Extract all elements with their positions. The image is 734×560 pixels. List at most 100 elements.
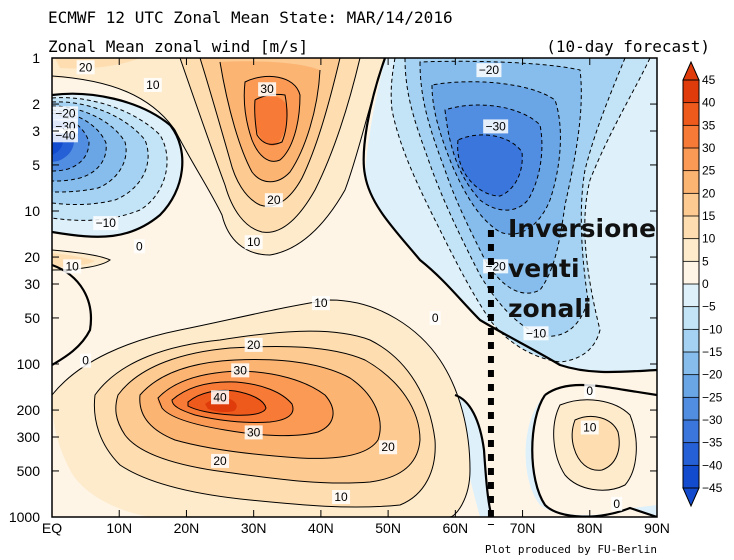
y-tick-label: 200 <box>17 402 41 418</box>
colorbar-label: 0 <box>702 277 709 291</box>
y-tick-label: 10 <box>24 203 40 219</box>
contour-label-bg <box>580 420 599 435</box>
colorbar-label: 30 <box>702 141 716 155</box>
colorbar-label: −40 <box>702 458 723 472</box>
x-tick-label: 30N <box>241 520 267 536</box>
colorbar-label: 15 <box>702 209 716 223</box>
contour-label-bg <box>80 353 92 368</box>
contour-label: 20 <box>381 440 395 454</box>
plot-credit: Plot produced by FU-Berlin <box>485 543 657 556</box>
contour-label: −10 <box>526 326 547 340</box>
contour-label: 0 <box>82 354 89 368</box>
colorbar-label: −25 <box>702 390 723 404</box>
contour-label: 20 <box>267 193 281 207</box>
colorbar-label: 5 <box>702 254 709 268</box>
contour-label-bg <box>63 259 82 274</box>
y-tick-label: 3 <box>32 123 40 139</box>
contour-label-bg <box>311 296 330 311</box>
y-tick-label: 100 <box>17 356 41 372</box>
contour-label-bg <box>52 106 78 121</box>
colorbar: 45 40 35 30 25 20 15 10 5 0 −5 −10 −15 −20 −25 −30 −35 −4… <box>682 60 723 508</box>
contour-label-bg <box>211 453 230 468</box>
contour-label: −40 <box>55 128 76 142</box>
contour-fill-35-upper <box>254 95 288 146</box>
y-tick-label: 20 <box>24 249 40 265</box>
y-tick-label: 500 <box>17 463 41 479</box>
colorbar-segment <box>683 397 699 421</box>
contour-label-bg <box>211 390 230 405</box>
contour-label-bg <box>244 235 263 250</box>
y-tick-label: 30 <box>24 276 40 292</box>
contour-label-bg <box>93 216 119 231</box>
colorbar-segment <box>683 216 699 240</box>
y-tick-label: 1 <box>32 50 40 66</box>
colorbar-segment <box>683 329 699 353</box>
contour-label: 10 <box>583 420 597 434</box>
colorbar-segment <box>683 420 699 444</box>
x-tick-label: 10N <box>106 520 132 536</box>
colorbar-segment <box>683 306 699 330</box>
colorbar-segment <box>683 238 699 262</box>
y-tick-label: 50 <box>24 310 40 326</box>
colorbar-label: −30 <box>702 413 723 427</box>
contour-label: −20 <box>55 106 76 120</box>
colorbar-segment <box>683 352 699 376</box>
x-tick-label: 80N <box>577 520 603 536</box>
contour-label: 30 <box>234 363 248 377</box>
x-tick-label: 60N <box>442 520 468 536</box>
contour-label-bg <box>258 82 277 97</box>
contour-label: 30 <box>260 82 274 96</box>
colorbar-label: −45 <box>702 481 723 495</box>
contour-labels: 20 10 −20 −30 −40 −10 0 10 30 20 10 10 20 30 40 30 20 20 1… <box>52 60 623 511</box>
annotation-text: Inversione venti zonali <box>508 214 656 323</box>
colorbar-label: 35 <box>702 118 716 132</box>
contour-fill-m35-polar <box>457 134 523 196</box>
forecast-label: (10-day forecast) <box>546 37 710 56</box>
colorbar-top-arrow <box>682 60 700 81</box>
colorbar-label: 20 <box>702 186 716 200</box>
contour-label-bg <box>244 425 263 440</box>
colorbar-segment <box>683 465 699 489</box>
plot-area <box>52 58 657 517</box>
contour-label: 10 <box>314 296 328 310</box>
contour-label-bg <box>231 363 250 378</box>
contour-label: 0 <box>432 311 439 325</box>
contour-label-bg <box>332 489 351 504</box>
contour-label-bg <box>584 383 596 398</box>
contour-label: 0 <box>586 384 593 398</box>
colorbar-segment <box>683 284 699 308</box>
colorbar-segment <box>683 102 699 126</box>
plot-frame <box>51 57 658 518</box>
annotation-line-1: Inversione <box>508 214 656 243</box>
contour-label: −10 <box>96 216 117 230</box>
colorbar-label: 40 <box>702 96 716 110</box>
colorbar-label: 45 <box>702 73 716 87</box>
chart-title: ECMWF 12 UTC Zonal Mean State: MAR/14/20… <box>48 8 453 27</box>
contour-label-bg <box>133 239 145 254</box>
y-tick-label: 2 <box>32 96 40 112</box>
contour-label: −30 <box>485 119 506 133</box>
contour-label-bg <box>143 77 162 92</box>
contour-label-bg <box>52 128 78 143</box>
contour-label: 10 <box>146 78 160 92</box>
contour-label-bg <box>611 496 623 511</box>
colorbar-segment <box>683 374 699 398</box>
contour-label: 20 <box>213 454 227 468</box>
colorbar-label: 10 <box>702 232 716 246</box>
y-tick-label: 300 <box>17 429 41 445</box>
colorbar-segment <box>683 170 699 194</box>
colorbar-label: −35 <box>702 436 723 450</box>
y-tick-label: 1000 <box>9 509 40 525</box>
contour-label: 0 <box>613 497 620 511</box>
region-zero-to-5-pos <box>52 265 91 365</box>
x-tick-label: 90N <box>644 520 670 536</box>
contour-label: 20 <box>79 60 93 74</box>
x-tick-label: EQ <box>42 520 62 536</box>
colorbar-segment <box>683 80 699 104</box>
x-tick-label: 70N <box>510 520 536 536</box>
colorbar-segment <box>683 261 699 285</box>
x-tick-label: 40N <box>308 520 334 536</box>
y-tick-label: 5 <box>32 157 40 173</box>
